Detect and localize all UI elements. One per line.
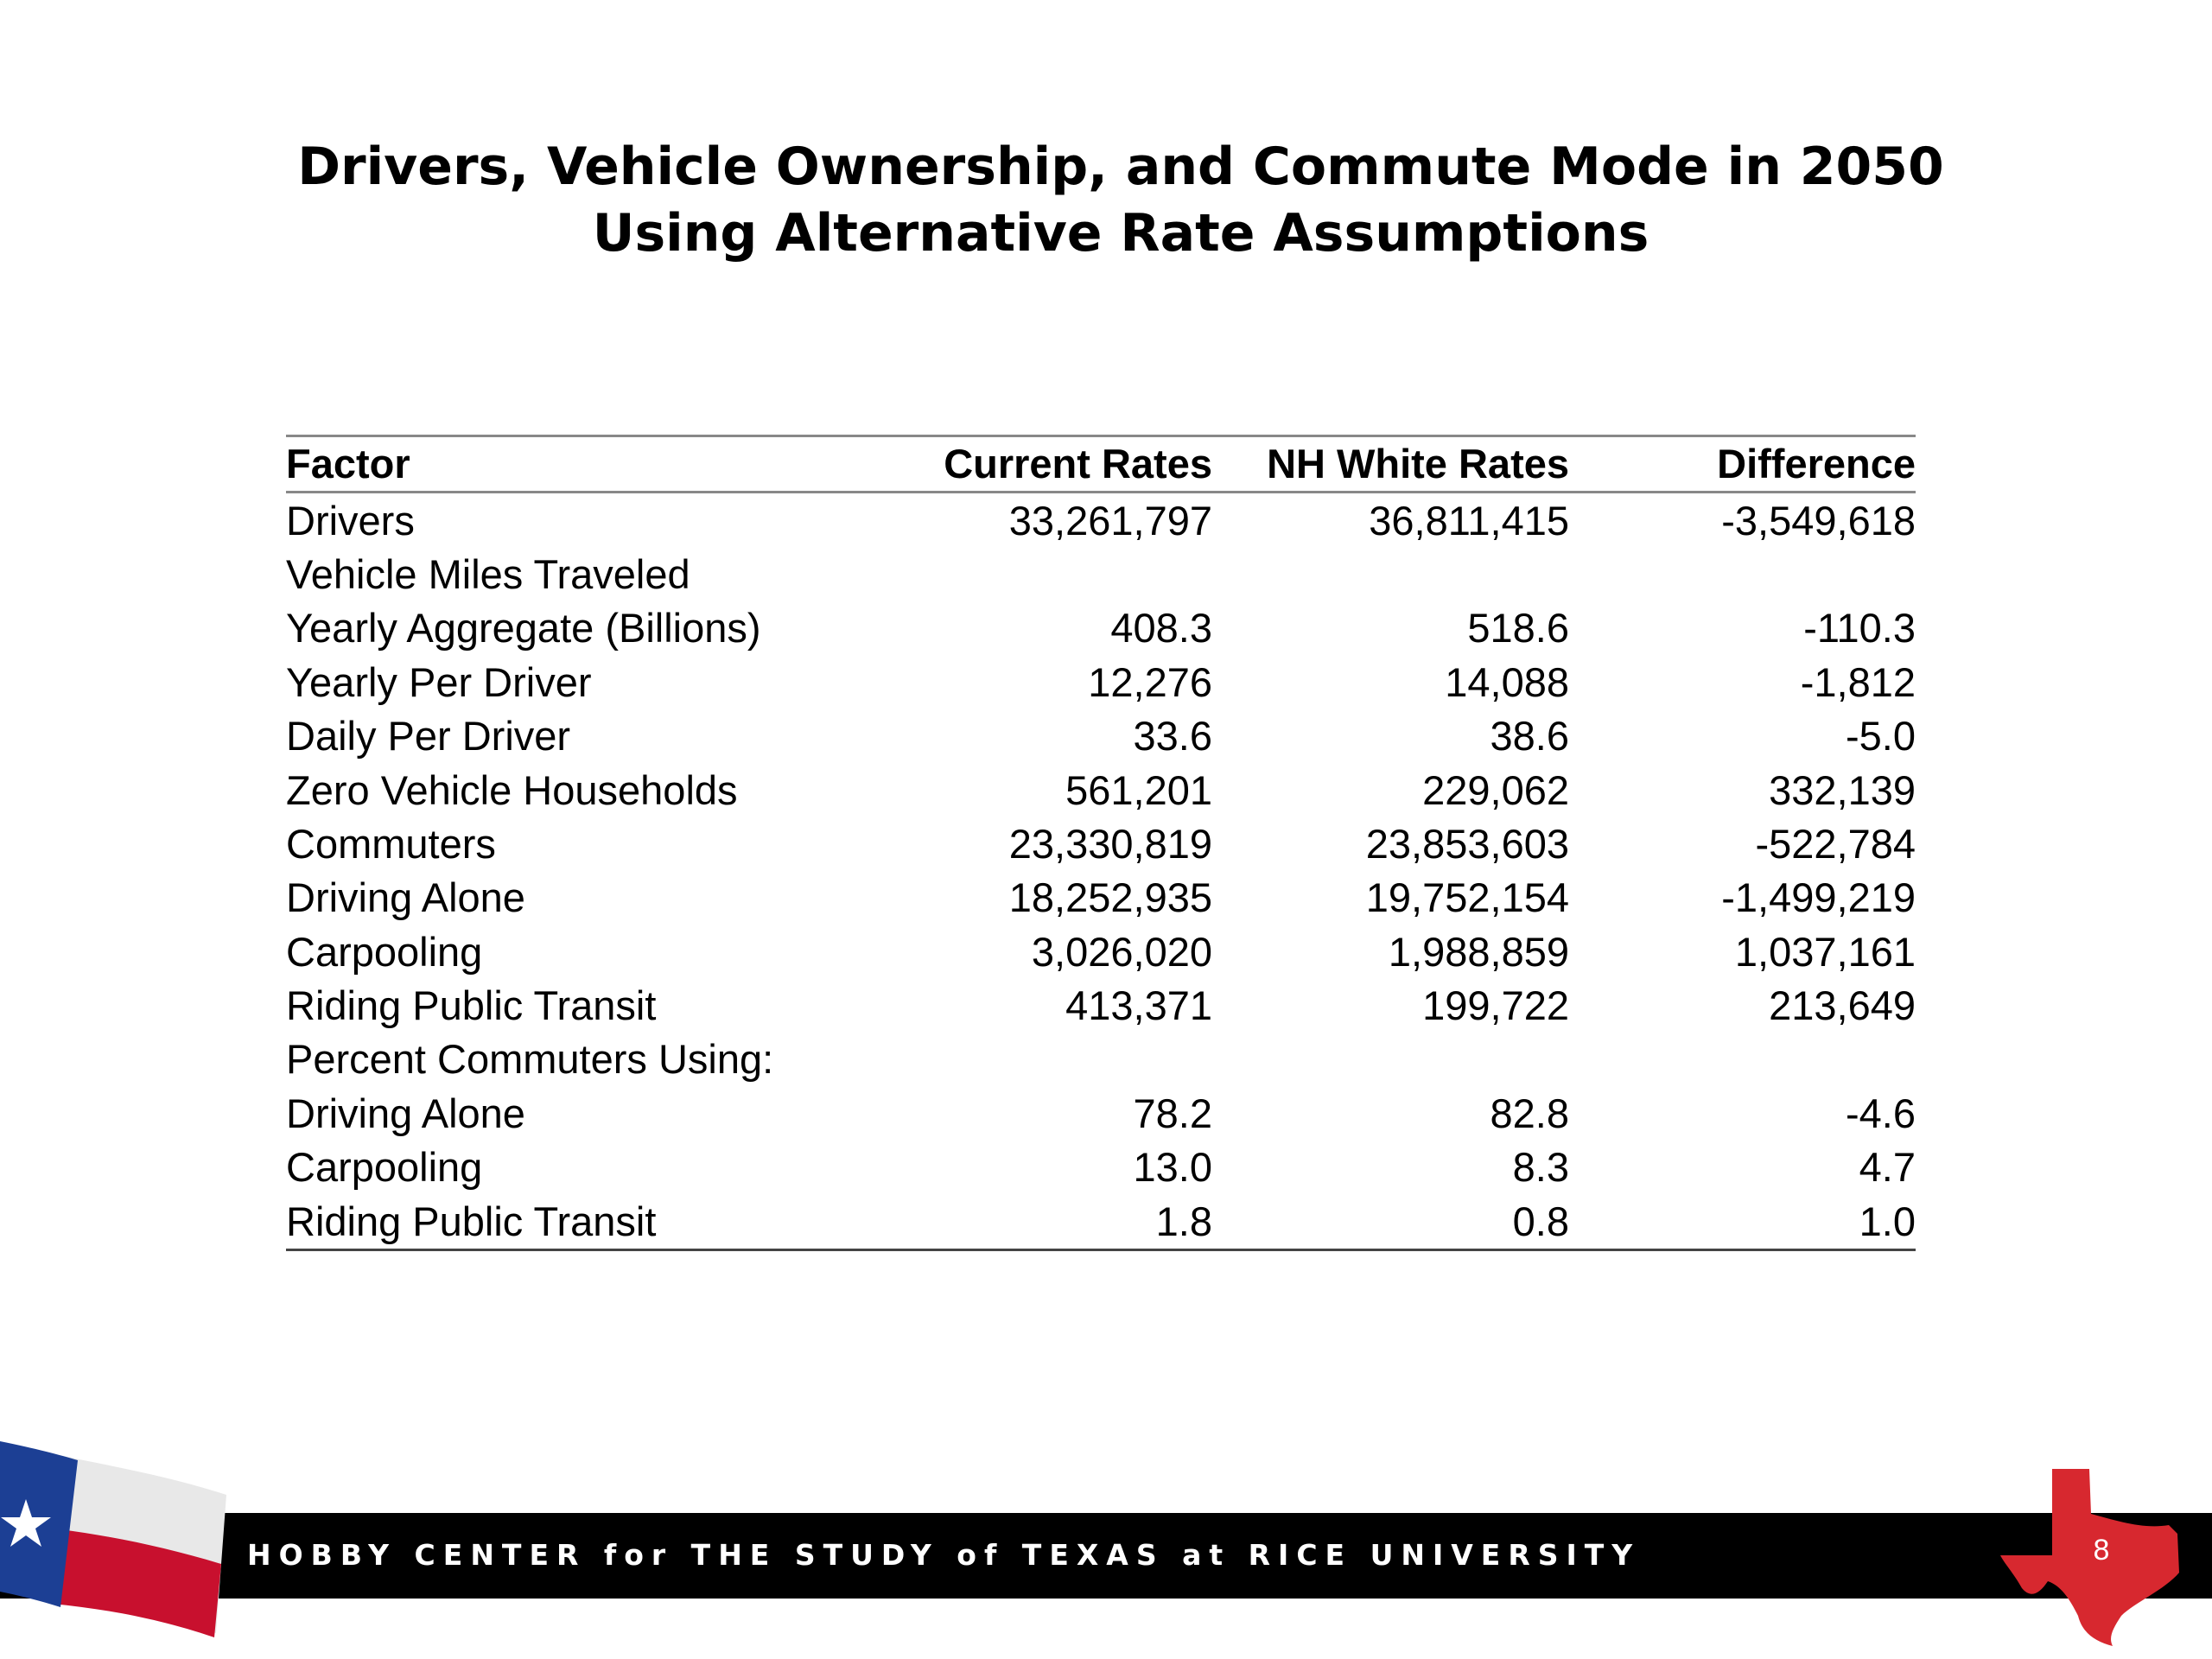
value-cell: -5.0 [1846,713,1916,760]
value-cell: 199,722 [1422,982,1569,1029]
texas-shape [2000,1469,2179,1646]
header-row: Factor Current Rates NH White Rates Differe… [286,435,1916,493]
page-number: 8 [2093,1534,2110,1567]
value-cell: 33.6 [1133,713,1212,760]
row-label: Vehicle Miles Traveled [286,550,690,597]
value-cell: 413,371 [1065,982,1212,1029]
value-cell: 3,026,020 [1031,928,1212,975]
row-label: Carpooling [286,1144,483,1191]
row-label: Yearly Aggregate (Billions) [286,605,761,652]
footer-band [0,1513,2212,1599]
row-label: Daily Per Driver [286,713,571,760]
value-cell: 33,261,797 [1008,497,1212,543]
value-cell: 518.6 [1467,605,1569,652]
header-cell: Current Rates [944,441,1212,487]
value-cell: 8.3 [1512,1144,1569,1191]
value-cell: 408.3 [1110,605,1212,652]
sub-row: Carpooling 13.0 8.3 4.7 [286,1141,1916,1194]
table-row: Drivers 33,261,797 36,811,415 -3,549,618 [286,493,1916,548]
header-cell: Factor [286,441,410,487]
value-cell: 36,811,415 [1369,497,1569,543]
sub-row: Riding Public Transit 1.8 0.8 1.0 [286,1194,1916,1250]
slide-title: Drivers, Vehicle Ownership, and Commute … [297,137,1944,264]
row-label: Riding Public Transit [286,982,657,1029]
value-cell: 14,088 [1445,658,1569,705]
value-cell: 1,988,859 [1388,928,1569,975]
table-row: Commuters 23,330,819 23,853,603 -522,784 [286,817,1916,871]
value-cell: -110.3 [1803,605,1916,652]
sub-row: Daily Per Driver 33.6 38.6 -5.0 [286,709,1916,763]
value-cell: 23,853,603 [1365,820,1569,867]
table-row: Zero Vehicle Households 561,201 229,062 332… [286,763,1916,817]
texas-flag [0,1441,226,1637]
sub-row: Carpooling 3,026,020 1,988,859 1,037,161 [286,925,1916,979]
sub-row: Yearly Per Driver 12,276 14,088 -1,812 [286,656,1916,709]
value-cell: -1,499,219 [1721,874,1916,921]
value-cell: 561,201 [1065,766,1212,813]
header-cell: Difference [1717,441,1916,487]
value-cell: 1,037,161 [1734,928,1916,975]
value-cell: 82.8 [1490,1090,1569,1136]
row-label: Riding Public Transit [286,1198,657,1244]
data-table: Factor Current Rates NH White Rates Differe… [286,435,1916,1251]
row-label: Commuters [286,820,496,867]
row-label: Drivers [286,497,415,543]
header-cell: NH White Rates [1267,441,1569,487]
row-label: Yearly Per Driver [286,658,592,705]
sub-row: Yearly Aggregate (Billions) 408.3 518.6 -11… [286,601,1916,655]
value-cell: 1.0 [1859,1198,1916,1244]
value-cell: 13.0 [1133,1144,1212,1191]
row-label: Driving Alone [286,874,525,921]
value-cell: -522,784 [1755,820,1916,867]
value-cell: 78.2 [1133,1090,1212,1136]
value-cell: 18,252,935 [1008,874,1212,921]
value-cell: 23,330,819 [1008,820,1212,867]
table-row: Percent Commuters Using: [286,1033,1916,1086]
value-cell: -4.6 [1846,1090,1916,1136]
row-label: Driving Alone [286,1090,525,1136]
value-cell: 213,649 [1769,982,1916,1029]
value-cell: 1.8 [1155,1198,1212,1244]
row-label: Zero Vehicle Households [286,766,738,813]
row-label: Carpooling [286,928,483,975]
value-cell: -3,549,618 [1721,497,1916,543]
value-cell: 19,752,154 [1365,874,1569,921]
value-cell: 4.7 [1859,1144,1916,1191]
value-cell: 332,139 [1769,766,1916,813]
sub-row: Driving Alone 18,252,935 19,752,154 -1,499,… [286,871,1916,925]
value-cell: 12,276 [1088,658,1212,705]
sub-row: Riding Public Transit 413,371 199,722 213,6… [286,979,1916,1033]
organization-name: HOBBY CENTER for THE STUDY of TEXAS at R… [247,1538,1641,1572]
value-cell: 229,062 [1422,766,1569,813]
value-cell: 38.6 [1490,713,1569,760]
sub-row: Driving Alone 78.2 82.8 -4.6 [286,1087,1916,1141]
row-label: Percent Commuters Using: [286,1036,774,1083]
value-cell: -1,812 [1800,658,1916,705]
value-cell: 0.8 [1512,1198,1569,1244]
table-row: Vehicle Miles Traveled [286,548,1916,601]
